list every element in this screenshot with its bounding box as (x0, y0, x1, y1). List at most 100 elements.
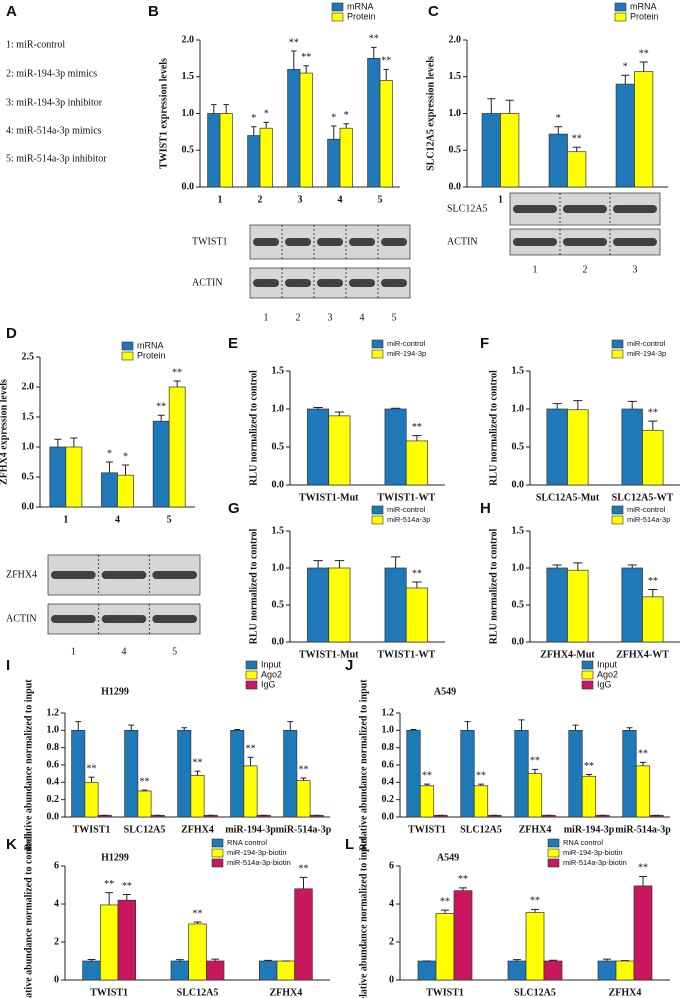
legend-label: Input (261, 659, 282, 669)
x-tick-label: 5 (378, 194, 383, 205)
y-tick-label: 1.5 (182, 71, 195, 82)
blot-label: ZFHX4 (6, 569, 37, 580)
bar (567, 409, 589, 486)
x-tick-label: ZFHX4 (519, 824, 552, 835)
x-tick-label: TWIST1-Mut (299, 492, 359, 503)
significance: ** (122, 881, 132, 892)
bar (419, 785, 435, 818)
legend-swatch (245, 660, 258, 670)
error-bar (122, 894, 131, 901)
significance: ** (156, 401, 166, 412)
error-bar (88, 776, 95, 783)
significance: ** (301, 52, 311, 63)
error-bar (173, 380, 181, 387)
y-tick-label: 1.5 (449, 71, 462, 82)
significance: ** (476, 770, 486, 781)
y-tick-label: 1.0 (382, 725, 395, 736)
legend-label: Ago2 (597, 669, 618, 679)
error-bar (223, 104, 229, 114)
y-tick-label: 2 (54, 936, 59, 947)
blot-band (101, 615, 147, 623)
error-bar (640, 761, 646, 766)
error-bar (573, 562, 583, 571)
legend-swatch (245, 670, 258, 680)
bar (507, 960, 527, 981)
significance: * (344, 110, 349, 121)
error-bar (157, 414, 165, 422)
y-tick-label: 0.0 (272, 636, 285, 647)
error-bar (648, 420, 658, 431)
significance: ** (648, 407, 658, 418)
y-tick-label: 2.0 (449, 34, 462, 45)
y-tick-label: 0.0 (272, 479, 285, 490)
y-tick-label: 0.5 (512, 441, 525, 452)
bar (283, 729, 298, 818)
error-bar (121, 464, 130, 476)
significance: ** (572, 134, 582, 145)
legend-swatch (547, 838, 560, 848)
y-tick-label: 2.5 (22, 351, 35, 362)
y-tick-label: 1.5 (512, 365, 525, 376)
bar (514, 729, 529, 818)
legend-swatch (547, 858, 560, 868)
error-bar (627, 564, 637, 568)
bar (621, 408, 643, 486)
blot-band (349, 238, 375, 246)
y-tick-label: 2.0 (22, 381, 35, 392)
bar (299, 72, 313, 188)
y-tick-label: 6 (389, 860, 394, 871)
error-bar (70, 437, 78, 447)
y-tick-label: 1.5 (512, 525, 525, 536)
legend-swatch (547, 848, 560, 858)
panel-letter: L (345, 836, 354, 853)
x-tick-label: 1 (498, 194, 503, 205)
blot-band (152, 571, 197, 579)
legend-item: 4: miR-514a-3p mimics (6, 125, 102, 136)
legend-swatch (211, 848, 224, 858)
legend-swatch (611, 339, 624, 349)
error-bar (343, 123, 349, 129)
error-bar (603, 958, 611, 961)
error-bar (518, 719, 525, 731)
significance: ** (648, 576, 658, 587)
x-tick-label: miR-514a-3p (615, 824, 671, 835)
error-bar (441, 909, 449, 914)
legend-swatch (611, 505, 624, 515)
error-bar (181, 727, 188, 731)
significance: ** (104, 879, 114, 890)
y-axis-label: Relative abundance normalized to input (358, 679, 369, 851)
lane-label: 5 (392, 312, 397, 323)
legend-label: Ago2 (261, 669, 282, 679)
y-tick-label: 1.0 (512, 562, 525, 573)
y-tick-label: 0.0 (382, 811, 395, 822)
significance: ** (299, 864, 309, 875)
y-axis-label: TWIST1 expression levels (158, 58, 169, 169)
legend-item: 3: miR-194-3p inhibitor (6, 97, 103, 108)
legend-swatch (211, 838, 224, 848)
lane-label: 3 (633, 264, 638, 275)
x-tick-label: SLC12A5-WT (612, 492, 674, 503)
blot-band (317, 279, 343, 287)
x-tick-label: SLC12A5-Mut (536, 492, 600, 503)
error-bar (264, 959, 273, 961)
legend-label: mRNA (347, 1, 374, 11)
bar (190, 775, 205, 818)
x-tick-label: 4 (115, 514, 120, 525)
bar (328, 567, 351, 643)
bar (581, 775, 597, 818)
bar (622, 729, 637, 818)
bar (384, 567, 407, 643)
y-tick-label: 0.0 (512, 636, 525, 647)
error-bar (303, 65, 309, 74)
x-tick-label: ZFHX4-WT (616, 649, 669, 660)
legend-label: miR-514a-3p (627, 515, 670, 524)
error-bar (572, 146, 581, 152)
y-tick-label: 0.4 (47, 777, 60, 788)
bar (435, 913, 455, 981)
x-tick-label: 1 (218, 194, 223, 205)
bar (367, 58, 381, 188)
lane-label: 5 (172, 646, 177, 657)
y-tick-label: 0.5 (272, 441, 285, 452)
bar (307, 567, 330, 643)
bar (633, 885, 653, 981)
